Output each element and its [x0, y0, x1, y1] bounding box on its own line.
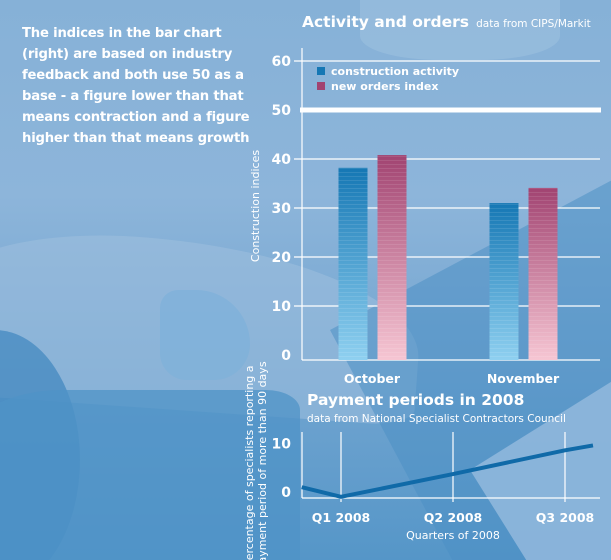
legend-label: construction activity — [331, 65, 459, 78]
y-tick-label: 20 — [272, 250, 292, 266]
y-tick-label: 30 — [272, 201, 292, 217]
x-category-label: November — [487, 371, 560, 386]
y-axis-label-line2: payment period of more than 90 days — [256, 361, 269, 560]
y-tick-label: 60 — [272, 54, 292, 70]
line-series — [301, 443, 594, 499]
x-category-label: Q1 2008 — [312, 510, 370, 525]
y-tick-label: 0 — [281, 485, 291, 501]
y-tick-label: 10 — [272, 437, 292, 453]
line-chart-title: Payment periods in 2008 — [307, 391, 525, 409]
bar-chart-title-block: Activity and orders data from CIPS/Marki… — [302, 12, 591, 31]
bar-texture — [338, 167, 368, 360]
bar-texture — [377, 155, 407, 360]
bar-chart-title: Activity and orders — [302, 13, 469, 31]
x-category-label: Q3 2008 — [536, 510, 594, 525]
y-axis-label-line1: Percentage of specialists reporting a — [243, 365, 256, 560]
y-tick-label: 50 — [272, 103, 292, 119]
y-tick-label: 0 — [281, 348, 291, 364]
y-axis-label: Construction indices — [249, 150, 262, 262]
line-chart-source: data from National Specialist Contractor… — [307, 413, 566, 425]
x-category-label: October — [344, 371, 401, 386]
line-chart: Q1 2008 Q2 2008 Q3 2008 0 10 Quarters of 2008… — [243, 361, 600, 560]
y-tick-label: 10 — [272, 299, 292, 315]
x-category-label: Q2 2008 — [424, 510, 482, 525]
legend-label: new orders index — [331, 80, 438, 93]
bar-texture — [489, 203, 519, 360]
legend-swatch — [317, 82, 325, 90]
bar-chart: 0 10 20 30 40 50 60 Construction indices October… — [249, 48, 601, 386]
x-axis-label: Quarters of 2008 — [406, 529, 500, 542]
y-tick-label: 40 — [272, 152, 292, 168]
bar-texture — [528, 187, 558, 360]
intro-text: The indices in the bar chart (right) are… — [22, 26, 250, 146]
legend-swatch — [317, 67, 325, 75]
bar-chart-source: data from CIPS/Markit — [476, 18, 591, 30]
